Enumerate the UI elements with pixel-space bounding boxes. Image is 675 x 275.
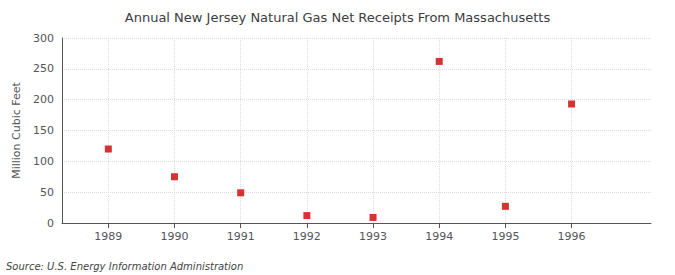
svg-text:50: 50: [40, 186, 54, 199]
svg-text:250: 250: [33, 62, 54, 75]
svg-text:Annual New Jersey Natural Gas: Annual New Jersey Natural Gas Net Receip…: [125, 10, 551, 25]
svg-text:Million Cubic Feet: Million Cubic Feet: [10, 81, 23, 178]
svg-text:1995: 1995: [491, 230, 519, 243]
svg-text:0: 0: [47, 217, 54, 230]
svg-text:300: 300: [33, 32, 54, 45]
svg-text:1993: 1993: [359, 230, 387, 243]
svg-text:1991: 1991: [227, 230, 255, 243]
svg-text:Source: U.S. Energy Informatio: Source: U.S. Energy Information Administ…: [6, 261, 243, 272]
svg-text:1994: 1994: [425, 230, 453, 243]
svg-text:150: 150: [33, 124, 54, 137]
svg-text:1992: 1992: [293, 230, 321, 243]
svg-text:1996: 1996: [558, 230, 586, 243]
svg-text:100: 100: [33, 155, 54, 168]
svg-text:1990: 1990: [161, 230, 189, 243]
svg-text:1989: 1989: [94, 230, 122, 243]
svg-text:200: 200: [33, 93, 54, 106]
